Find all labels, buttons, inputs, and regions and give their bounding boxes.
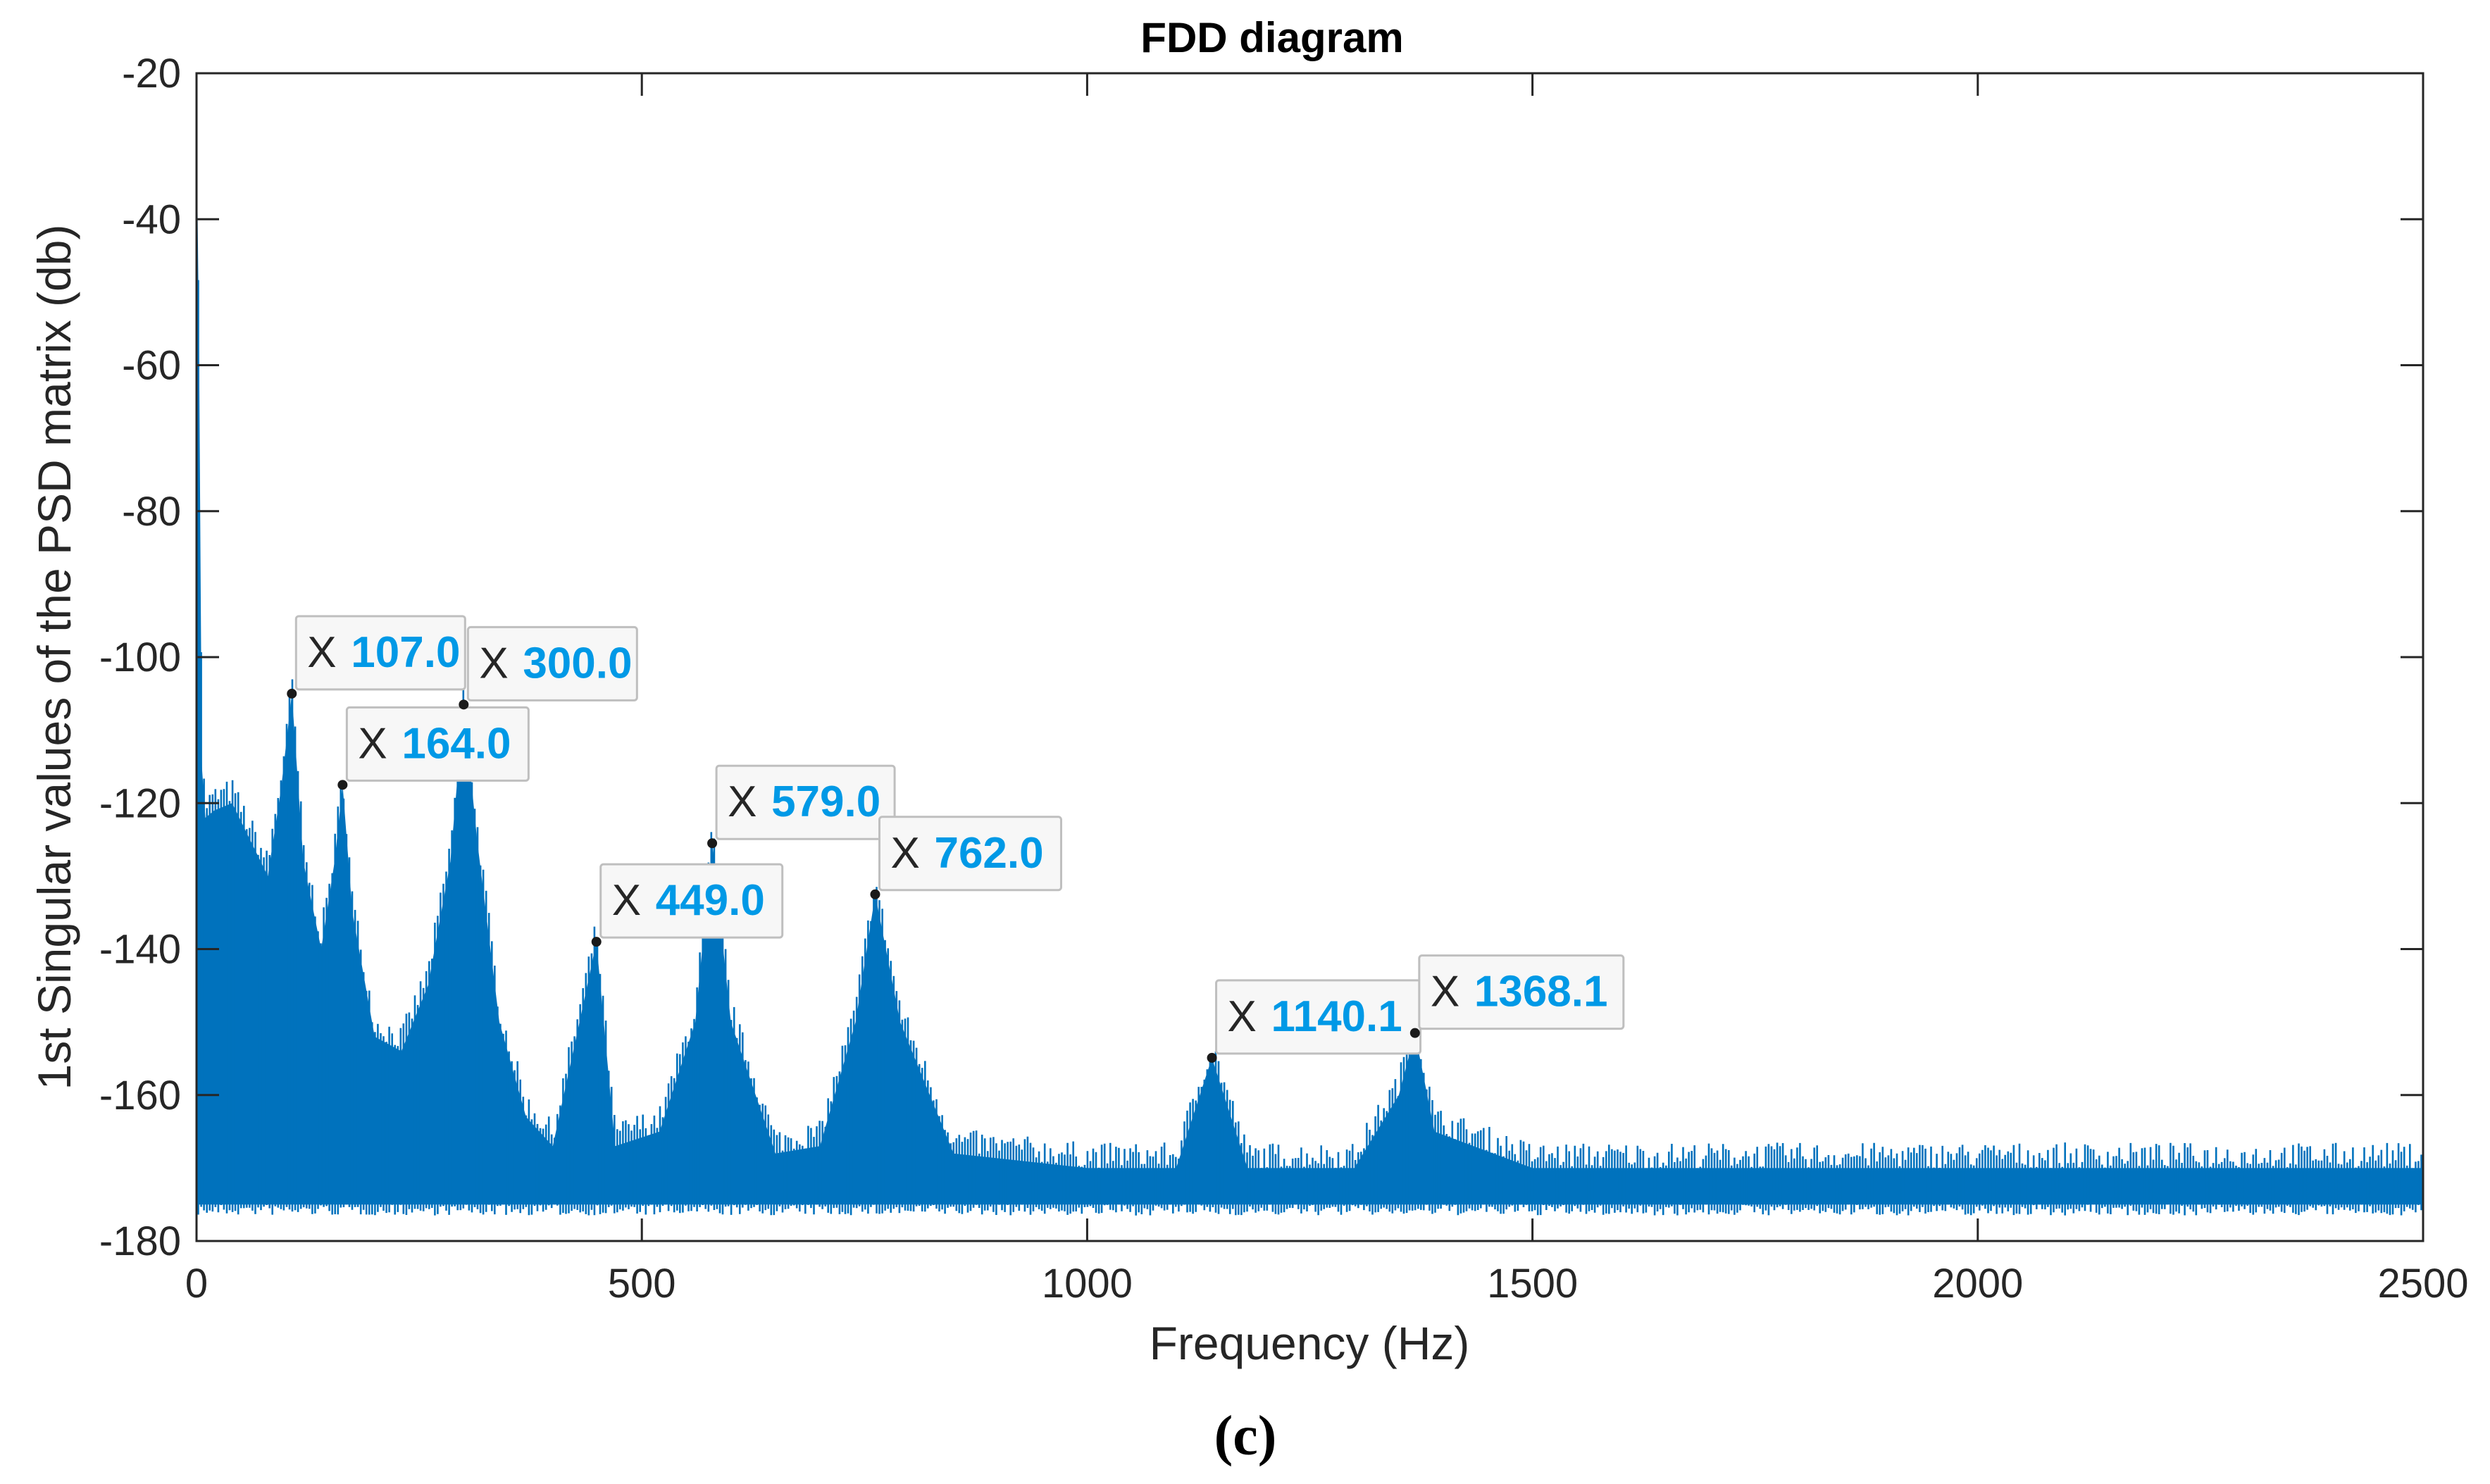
y-tick-label: -120 (99, 780, 181, 826)
datatip: X 449.0 (591, 863, 784, 947)
datatip: X 1140.1 (1207, 979, 1422, 1063)
x-axis-ticks: 0 500 1000 1500 2000 2500 (185, 73, 2469, 1307)
psd-series-band (197, 109, 2423, 1205)
plot-area (197, 109, 2423, 1216)
datatip-x-label: X (728, 778, 757, 826)
datatip-value: 1140.1 (1271, 992, 1402, 1041)
x-tick-label: 500 (608, 1261, 676, 1307)
datatip-value: 449.0 (656, 876, 765, 925)
datatip-value: 1368.1 (1474, 968, 1608, 1016)
y-tick-label: -180 (99, 1218, 181, 1264)
datatip-box (466, 625, 638, 702)
datatip-marker (591, 937, 602, 947)
datatip-marker (1207, 1052, 1217, 1063)
panel-caption: (c) (1214, 1405, 1277, 1467)
datatip-value: 164.0 (401, 719, 511, 768)
datatip-marker (287, 688, 297, 699)
datatip-x-label: X (612, 876, 641, 925)
y-axis-ticks: -20 -40 -60 -80 -100 -120 -140 -160 -180 (99, 51, 2423, 1264)
y-tick-label: -100 (99, 635, 181, 680)
datatip-x-label: X (1228, 992, 1257, 1041)
datatip-x-label: X (890, 829, 919, 878)
datatip-box (294, 615, 466, 691)
datatip-annotations: X 107.0X 164.0X 300.0X 449.0X 579.0X 762.0X 114… (287, 615, 1625, 1063)
datatip-x-label: X (307, 628, 336, 677)
y-tick-label: -60 (122, 343, 181, 389)
x-tick-label: 2000 (1932, 1261, 2023, 1307)
datatip: X 1368.1 (1409, 954, 1625, 1038)
y-tick-label: -20 (122, 51, 181, 96)
datatip-x-label: X (358, 719, 387, 768)
datatip-marker (459, 699, 469, 710)
datatip-marker (870, 889, 880, 899)
datatip-marker (1409, 1028, 1420, 1038)
x-tick-label: 0 (185, 1261, 208, 1307)
datatip: X 300.0 (459, 625, 638, 710)
x-axis-label: Frequency (Hz) (1150, 1317, 1470, 1369)
y-tick-label: -80 (122, 489, 181, 535)
datatip-marker (707, 838, 718, 849)
datatip: X 762.0 (870, 816, 1062, 899)
datatip-box (715, 764, 896, 840)
x-tick-label: 1000 (1042, 1261, 1133, 1307)
datatip-value: 579.0 (771, 778, 880, 826)
y-tick-label: -40 (122, 197, 181, 242)
datatip-value: 107.0 (351, 628, 460, 677)
y-tick-label: -160 (99, 1073, 181, 1118)
datatip-value: 762.0 (934, 829, 1043, 878)
datatip-marker (337, 780, 348, 790)
datatip-box (1418, 954, 1625, 1030)
datatip-box (878, 816, 1062, 892)
datatip: X 164.0 (337, 706, 530, 790)
datatip-x-label: X (479, 639, 508, 687)
datatip-box (345, 706, 530, 782)
y-tick-label: -140 (99, 927, 181, 973)
x-tick-label: 1500 (1487, 1261, 1578, 1307)
psd-noise-spikes (197, 280, 2422, 1216)
x-tick-label: 2500 (2377, 1261, 2468, 1307)
datatip-value: 300.0 (523, 639, 632, 687)
datatip: X 579.0 (707, 764, 896, 849)
datatip-box (599, 863, 784, 939)
datatip: X 107.0 (287, 615, 466, 699)
y-axis-label: 1st Singular values of the PSD matrix (d… (28, 225, 80, 1090)
chart-title: FDD diagram (1140, 14, 1403, 61)
datatip-x-label: X (1431, 968, 1459, 1016)
